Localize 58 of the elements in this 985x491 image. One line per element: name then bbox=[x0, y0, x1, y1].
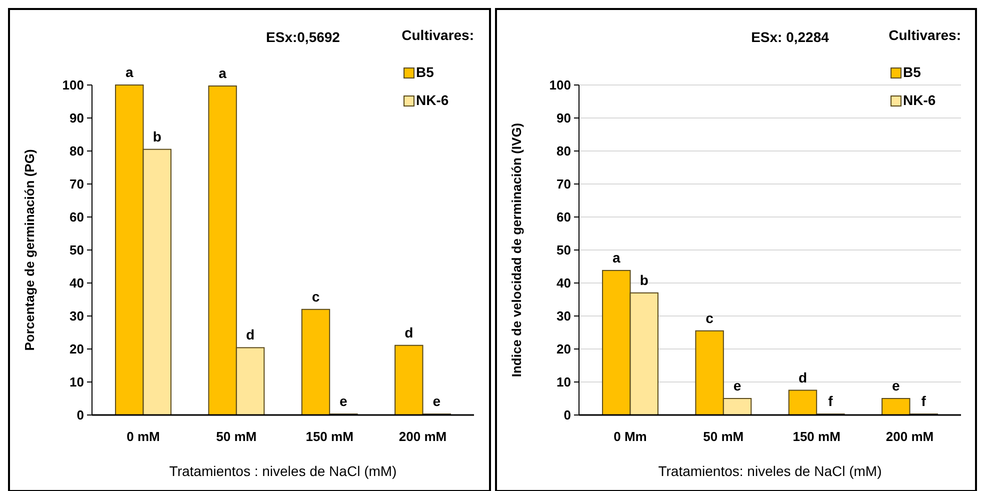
annotation: f bbox=[920, 393, 926, 410]
x-tick-label: 50 mM bbox=[702, 429, 744, 444]
y-tick-label: 10 bbox=[70, 374, 84, 390]
legend-title: Cultivares: bbox=[402, 27, 474, 43]
annotation: e bbox=[732, 378, 741, 394]
legend-title: Cultivares: bbox=[888, 27, 960, 43]
annotation: a bbox=[125, 64, 134, 80]
y-tick-label: 0 bbox=[76, 408, 84, 423]
annotation: e bbox=[432, 393, 441, 410]
y-tick-label: 40 bbox=[70, 276, 84, 291]
y-tick-label: 100 bbox=[62, 78, 84, 93]
y-tick-label: 90 bbox=[70, 110, 84, 126]
text: ESx: 0,2284 bbox=[750, 29, 829, 45]
y-tick-label: 50 bbox=[556, 242, 570, 258]
x-tick-label: 150 mM bbox=[792, 429, 840, 444]
x-tick-label: 0 mM bbox=[126, 429, 160, 444]
annotation: b bbox=[639, 272, 648, 288]
x-tick-label: 50 mM bbox=[216, 429, 257, 444]
y-tick-label: 10 bbox=[556, 374, 570, 390]
x-tick-label: 0 Mm bbox=[613, 429, 646, 444]
annotation: e bbox=[340, 393, 348, 410]
y-tick-label: 40 bbox=[556, 276, 570, 291]
y-tick-label: 60 bbox=[70, 210, 84, 225]
annotation: e bbox=[892, 378, 900, 394]
y-tick-label: 30 bbox=[70, 308, 84, 324]
y-tick-label: 30 bbox=[556, 308, 570, 324]
y-axis-title: Indice de velocidad de germinación (IVG) bbox=[508, 122, 524, 378]
annotation: c bbox=[312, 288, 320, 304]
y-tick-label: 80 bbox=[70, 144, 84, 159]
y-tick-label: 80 bbox=[556, 144, 570, 159]
y-tick-label: 90 bbox=[556, 110, 570, 126]
x-axis-title: Tratamientos : niveles de NaCl (mM) bbox=[169, 463, 397, 479]
annotation: b bbox=[152, 128, 162, 144]
legend-label: NK-6 bbox=[902, 92, 936, 108]
text: ESx:0,5692 bbox=[266, 29, 340, 45]
annotation: d bbox=[246, 326, 255, 343]
annotation: c bbox=[705, 310, 714, 326]
y-tick-label: 0 bbox=[563, 408, 570, 423]
annotation: a bbox=[612, 249, 620, 266]
legend-label: NK-6 bbox=[416, 92, 449, 108]
legend-label: B5 bbox=[416, 64, 434, 80]
annotation: d bbox=[404, 324, 414, 340]
x-tick-label: 200 mM bbox=[885, 429, 934, 444]
y-tick-label: 50 bbox=[70, 242, 84, 258]
x-tick-label: 200 mM bbox=[398, 429, 447, 444]
y-tick-label: 20 bbox=[556, 342, 570, 357]
x-axis-title: Tratamientos: niveles de NaCl (mM) bbox=[658, 463, 882, 479]
y-tick-label: 70 bbox=[70, 176, 84, 192]
y-tick-label: 20 bbox=[70, 342, 84, 357]
y-axis-title: Porcentage de germinación (PG) bbox=[22, 149, 37, 351]
annotation: f bbox=[828, 393, 833, 410]
y-tick-label: 60 bbox=[556, 210, 570, 225]
x-tick-label: 150 mM bbox=[306, 429, 354, 444]
annotation: a bbox=[218, 64, 227, 81]
legend-label: B5 bbox=[902, 64, 921, 80]
y-tick-label: 100 bbox=[548, 78, 570, 93]
annotation: d bbox=[798, 369, 807, 386]
y-tick-label: 70 bbox=[556, 176, 570, 192]
